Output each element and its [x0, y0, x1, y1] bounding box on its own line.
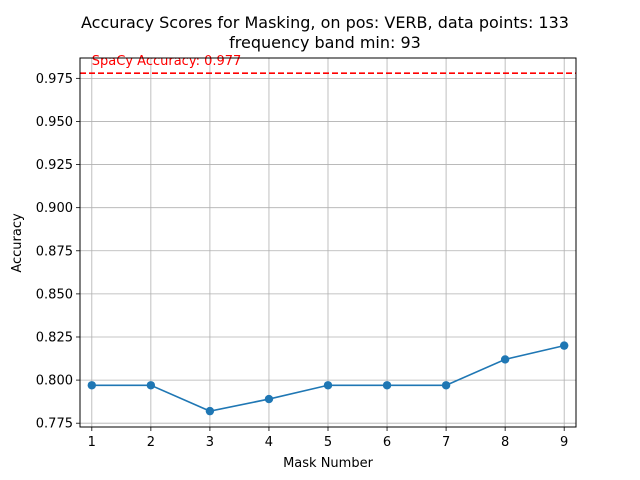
x-tick-label: 7	[442, 435, 450, 450]
y-tick-label: 0.900	[36, 201, 73, 216]
x-tick-label: 6	[383, 435, 391, 450]
data-point	[205, 406, 215, 416]
data-point	[500, 355, 510, 364]
chart-title-line-1: Accuracy Scores for Masking, on pos: VER…	[81, 13, 569, 32]
x-tick-label: 2	[147, 435, 155, 450]
x-tick-label: 1	[88, 435, 96, 450]
y-tick-label: 0.775	[36, 417, 73, 432]
y-tick-label: 0.800	[36, 374, 73, 389]
y-axis-label: Accuracy	[10, 213, 25, 273]
data-point	[323, 381, 333, 390]
data-point	[146, 381, 156, 390]
x-tick-label: 3	[206, 435, 214, 450]
data-point	[382, 381, 392, 390]
y-tick-label: 0.925	[36, 158, 73, 173]
y-tick-label: 0.825	[36, 330, 73, 345]
grid-lines	[80, 58, 576, 427]
chart-title-line-2: frequency band min: 93	[229, 33, 421, 52]
y-tick-label: 0.950	[36, 115, 73, 130]
y-axis-ticks: 0.775 0.800 0.825 0.850 0.875 0.900 0.925 0.950…	[36, 72, 80, 432]
x-tick-label: 5	[324, 435, 332, 450]
reference-line-label: SpaCy Accuracy: 0.977	[92, 54, 242, 69]
data-point	[441, 381, 451, 390]
y-tick-label: 0.975	[36, 72, 73, 87]
x-tick-label: 4	[265, 435, 273, 450]
x-axis-label: Mask Number	[283, 456, 373, 471]
x-tick-label: 8	[501, 435, 509, 450]
data-point	[559, 341, 569, 350]
series-group	[87, 341, 569, 416]
x-tick-label: 9	[560, 435, 568, 450]
data-point	[87, 381, 97, 390]
y-tick-label: 0.875	[36, 244, 73, 259]
x-axis-ticks: 1 2 3 4 5 6 7 8 9	[88, 427, 568, 450]
data-point	[264, 394, 274, 404]
y-tick-label: 0.850	[36, 287, 73, 302]
